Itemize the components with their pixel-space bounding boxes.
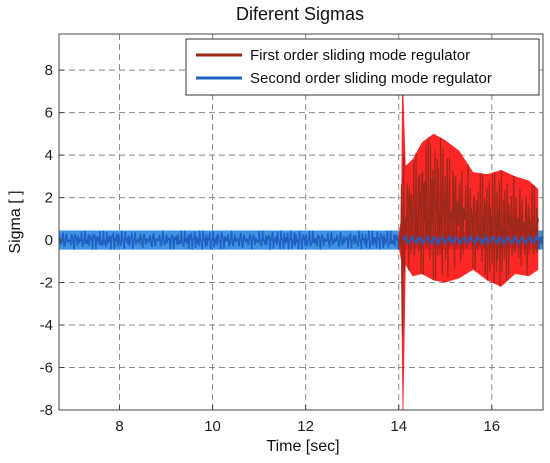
legend-box <box>185 38 540 96</box>
y-tick-label: 4 <box>45 147 53 164</box>
x-tick-label: 16 <box>483 418 500 435</box>
series-line <box>402 233 544 247</box>
legend: First order sliding mode regulator Secon… <box>185 38 540 96</box>
chart-title: Diferent Sigmas <box>236 4 364 24</box>
y-tick-label: -8 <box>40 402 53 419</box>
y-tick-label: 8 <box>45 62 53 79</box>
tick-labels: 8 10 12 14 16 -8 -6 -4 -2 0 2 4 6 8 <box>40 62 500 435</box>
legend-label-first-order: First order sliding mode regulator <box>250 47 470 64</box>
x-tick-label: 8 <box>115 418 123 435</box>
y-tick-label: -6 <box>40 360 53 377</box>
y-tick-label: 2 <box>45 190 53 207</box>
series-line <box>398 137 539 336</box>
series-0 <box>398 38 539 410</box>
x-tick-label: 14 <box>390 418 407 435</box>
plot-area-frame <box>58 33 544 411</box>
y-tick-label: 6 <box>45 105 53 122</box>
legend-label-second-order: Second order sliding mode regulator <box>250 70 492 87</box>
x-tick-label: 10 <box>204 418 221 435</box>
y-tick-label: 0 <box>45 232 53 249</box>
x-axis-title: Time [sec] <box>266 438 339 455</box>
y-tick-label: -4 <box>40 317 53 334</box>
y-tick-label: -2 <box>40 275 53 292</box>
x-tick-label: 12 <box>297 418 314 435</box>
series-layer <box>58 38 544 410</box>
y-axis-title: Sigma [ ] <box>7 190 24 253</box>
